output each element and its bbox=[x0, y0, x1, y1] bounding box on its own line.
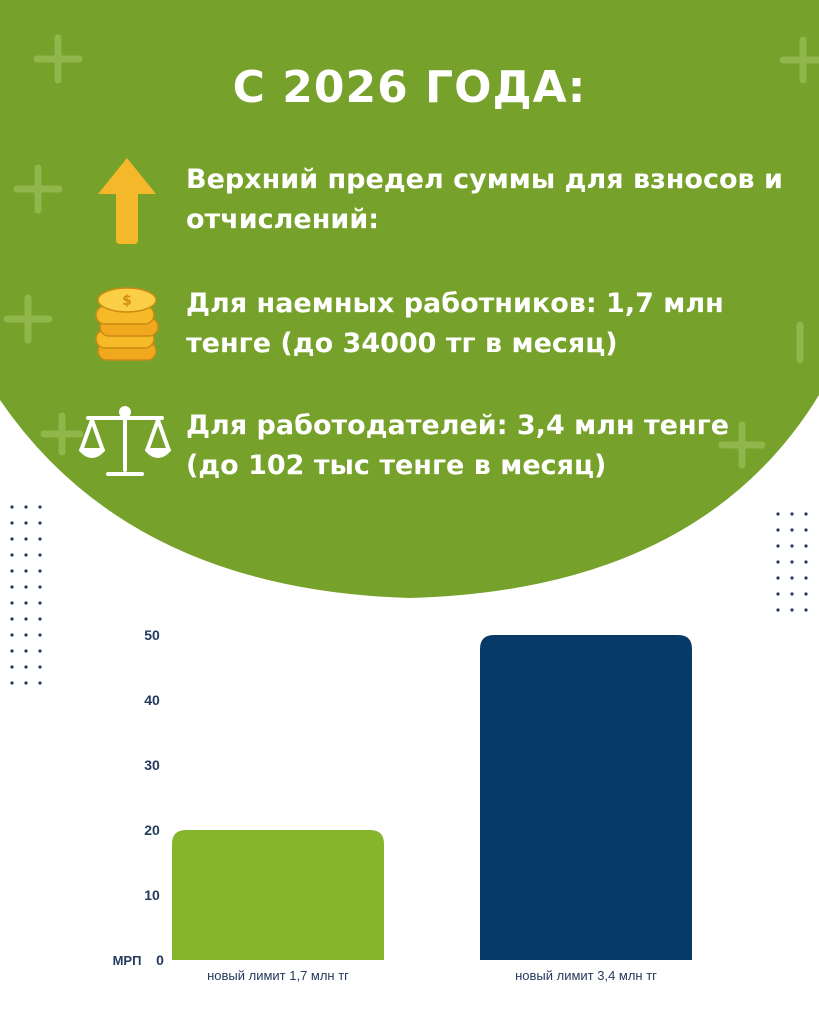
upper-limit-text: Верхний предел суммы для взносов и отчис… bbox=[186, 164, 783, 235]
green-header-shape bbox=[0, 0, 819, 598]
y-tick-label: 20 bbox=[144, 822, 160, 838]
y-axis-unit-label: МРП bbox=[113, 953, 142, 968]
y-tick-label: 40 bbox=[144, 692, 160, 708]
category-label: новый лимит 1,7 млн тг bbox=[207, 968, 349, 983]
employees-text: Для наемных работников: 1,7 млн тенге (д… bbox=[186, 288, 724, 359]
page-title: С 2026 ГОДА: bbox=[232, 62, 587, 113]
scales-icon bbox=[79, 406, 171, 476]
plus-decorations bbox=[3, 34, 819, 469]
dot-grid-left bbox=[10, 505, 42, 685]
y-tick-label: 0 bbox=[156, 952, 164, 968]
employers-text: Для работодателей: 3,4 млн тенге (до 102… bbox=[186, 410, 730, 481]
dot-grid-right bbox=[776, 512, 808, 612]
bar bbox=[480, 635, 692, 960]
svg-text:$: $ bbox=[122, 293, 132, 309]
y-tick-label: 30 bbox=[144, 757, 160, 773]
coins-icon: $ bbox=[95, 287, 159, 361]
bar-chart: 0 10 20 30 40 50 новый лимит 1,7 млн тг новый … bbox=[113, 627, 692, 983]
up-arrow-icon bbox=[98, 158, 156, 244]
y-tick-label: 50 bbox=[144, 627, 160, 643]
category-label: новый лимит 3,4 млн тг bbox=[515, 968, 657, 983]
bar bbox=[172, 830, 384, 960]
y-tick-label: 10 bbox=[144, 887, 160, 903]
